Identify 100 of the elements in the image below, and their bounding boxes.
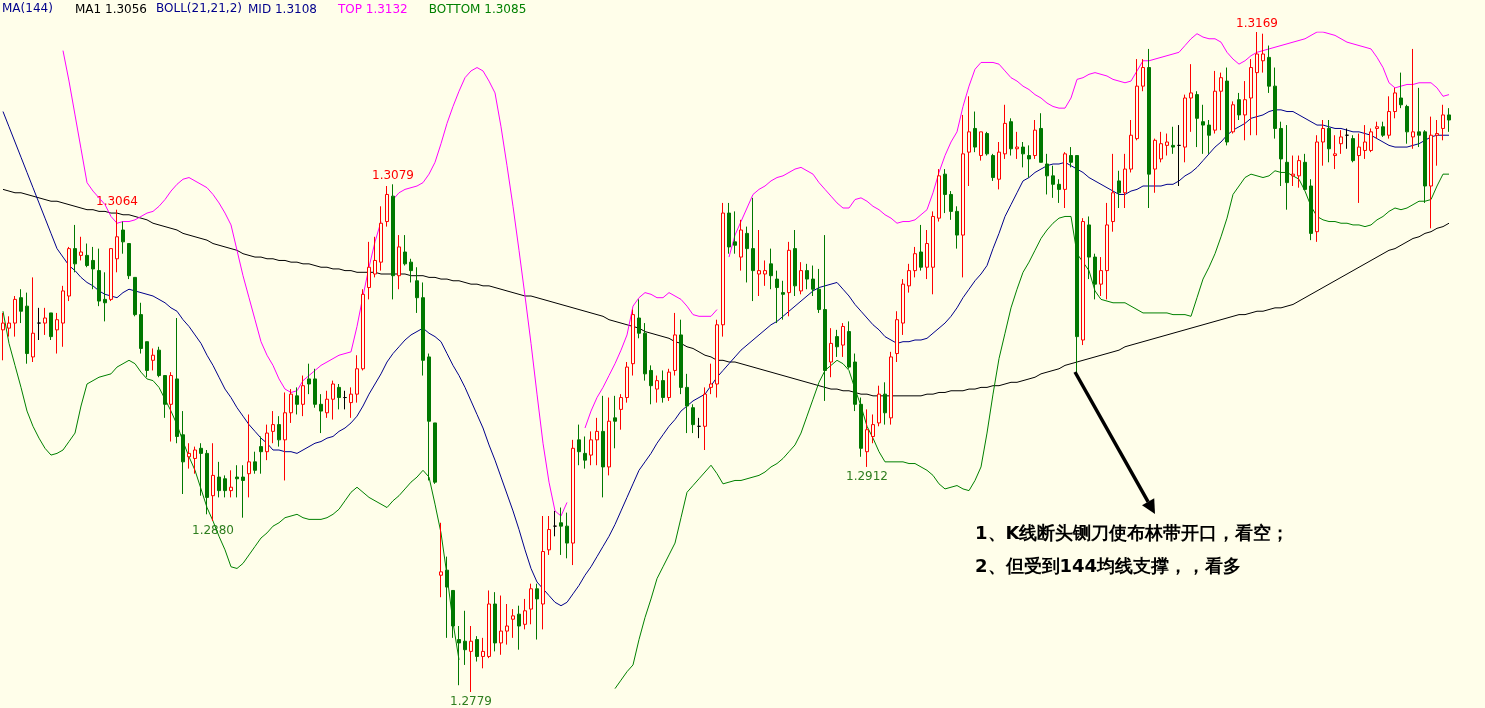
candlestick xyxy=(673,312,677,377)
candlestick xyxy=(613,395,617,449)
candlestick xyxy=(1435,119,1439,167)
candlestick xyxy=(7,315,11,338)
candlestick xyxy=(73,224,77,273)
candlestick xyxy=(847,320,851,370)
candlestick xyxy=(1183,94,1187,163)
candlestick xyxy=(247,413,251,498)
candlestick xyxy=(967,95,971,187)
candlestick xyxy=(1315,134,1319,243)
candlestick xyxy=(961,114,965,278)
candlestick xyxy=(661,369,665,404)
candlestick xyxy=(721,202,725,338)
candlestick xyxy=(763,259,767,287)
candlestick xyxy=(781,280,785,321)
candlestick xyxy=(1447,107,1451,133)
candlestick xyxy=(925,229,929,280)
candlestick xyxy=(607,397,611,476)
candlestick xyxy=(499,595,503,656)
text: TOP 1.3132 xyxy=(336,2,408,16)
candlestick xyxy=(919,224,923,272)
candlestick xyxy=(829,327,833,378)
candlestick xyxy=(769,248,773,290)
candlestick xyxy=(211,442,215,522)
candlestick xyxy=(991,153,995,182)
candlestick xyxy=(577,424,581,466)
candlestick xyxy=(325,390,329,419)
candlestick xyxy=(1153,138,1157,194)
candlestick xyxy=(295,386,299,415)
candlestick xyxy=(799,261,803,295)
candlestick xyxy=(121,221,125,255)
candlestick xyxy=(1009,117,1013,157)
candlestick xyxy=(163,375,167,419)
candlestick xyxy=(175,317,179,444)
candlestick xyxy=(631,309,635,377)
candlestick xyxy=(277,415,281,448)
candlestick xyxy=(805,263,809,290)
text: MA1 1.3056 xyxy=(75,2,147,16)
candlestick xyxy=(193,446,197,475)
candlestick xyxy=(1057,178,1061,204)
candlestick xyxy=(433,422,437,485)
candlestick xyxy=(745,226,749,283)
candlestick xyxy=(1207,119,1211,155)
candlestick xyxy=(415,266,419,314)
candlestick xyxy=(1195,90,1199,148)
candlestick xyxy=(115,209,119,273)
candlestick xyxy=(1357,133,1361,204)
candlestick xyxy=(1327,119,1331,163)
candlestick xyxy=(229,469,233,498)
candlestick xyxy=(775,270,779,324)
candlestick xyxy=(511,608,515,639)
candlestick xyxy=(1345,127,1349,150)
candlestick xyxy=(421,281,425,377)
candlestick xyxy=(1261,33,1265,74)
candlestick xyxy=(751,197,755,302)
candlestick xyxy=(1147,48,1151,209)
candlestick xyxy=(1411,48,1415,150)
candlestick xyxy=(1027,144,1031,179)
candlestick xyxy=(931,210,935,295)
candlestick xyxy=(349,386,353,419)
candlestick xyxy=(943,168,947,214)
candlestick xyxy=(49,312,53,341)
candlestick xyxy=(487,589,491,659)
candlestick xyxy=(133,276,137,317)
candlestick xyxy=(1333,134,1337,170)
candlestick xyxy=(877,385,881,427)
candlestick xyxy=(691,403,695,434)
candlestick xyxy=(1255,31,1259,136)
candlestick xyxy=(1375,121,1379,140)
candlestick xyxy=(1393,87,1397,119)
candlestick xyxy=(337,383,341,410)
candlestick xyxy=(331,380,335,421)
candlestick xyxy=(1123,153,1127,209)
candlestick xyxy=(1237,92,1241,121)
candlestick xyxy=(367,241,371,300)
candlestick xyxy=(259,435,263,475)
candlestick xyxy=(1369,127,1373,153)
candlestick xyxy=(1189,63,1193,133)
candlestick xyxy=(793,229,797,297)
candlestick xyxy=(235,464,239,498)
candlestick xyxy=(253,451,257,475)
candlestick xyxy=(1429,116,1433,229)
candlestick xyxy=(319,393,323,434)
candlestick xyxy=(709,363,713,395)
candlestick xyxy=(373,236,377,278)
candlestick xyxy=(1159,131,1163,163)
candlestick xyxy=(1021,141,1025,168)
candlestick xyxy=(655,375,659,404)
candlestick xyxy=(127,243,131,280)
candlestick xyxy=(1363,124,1367,160)
candlestick xyxy=(583,435,587,470)
candlestick xyxy=(985,131,989,157)
candlestick xyxy=(151,347,155,371)
candlestick xyxy=(241,464,245,519)
candlestick xyxy=(397,234,401,290)
candlestick xyxy=(553,510,557,537)
candlestick xyxy=(895,310,899,363)
annotation: 1.3079 xyxy=(372,168,414,183)
candlestick xyxy=(973,111,977,153)
candlestick xyxy=(667,368,671,402)
